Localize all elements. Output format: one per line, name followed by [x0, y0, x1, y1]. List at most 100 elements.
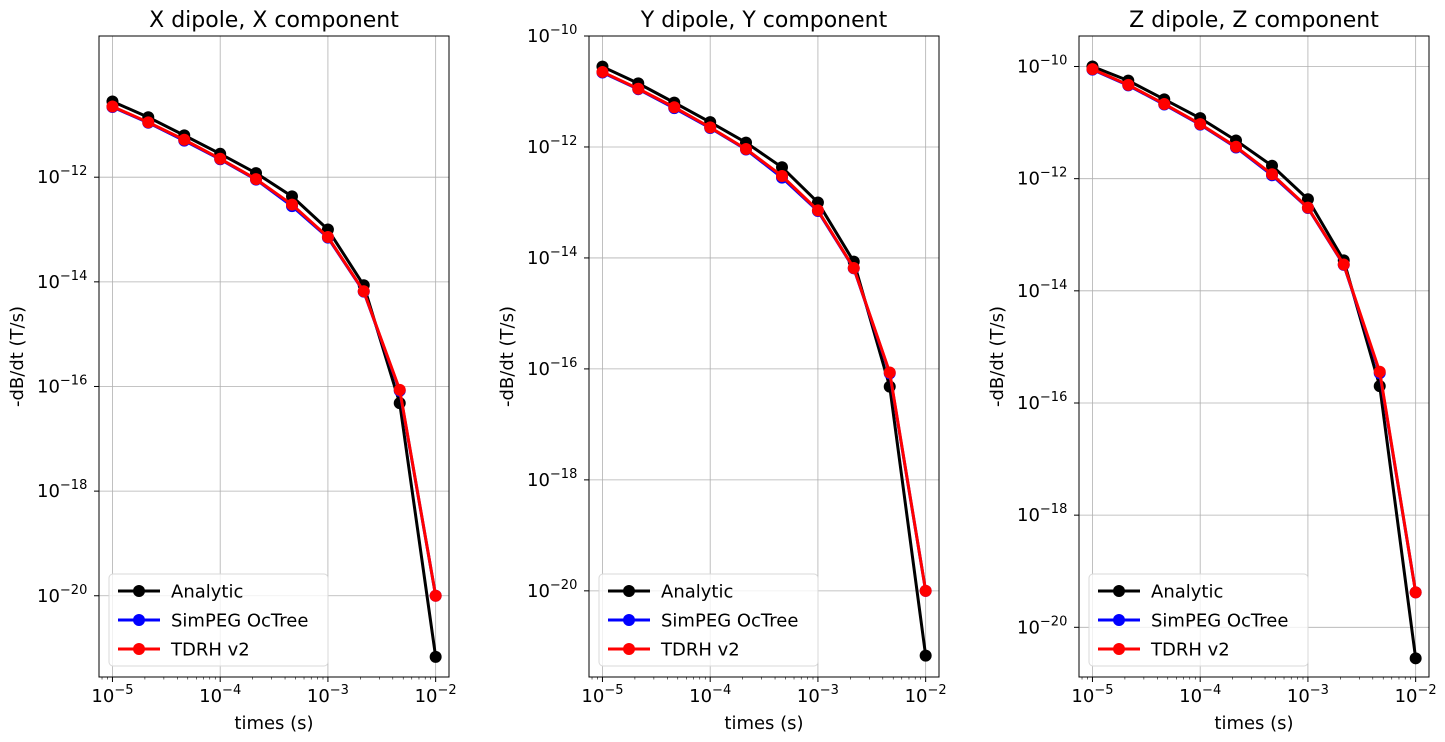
legend-marker	[623, 614, 635, 626]
y-tick-exponent: −10	[1040, 54, 1067, 69]
data-point	[668, 101, 681, 114]
y-tick-label: 10−12	[527, 134, 577, 158]
x-tick-label: 10−4	[199, 683, 241, 707]
y-tick-base: 10	[527, 470, 550, 491]
x-tick-exponent: −3	[820, 683, 839, 698]
data-point	[321, 230, 334, 243]
series-line-tdrh-v2	[601, 70, 928, 592]
y-tick-label: 10−18	[1017, 502, 1067, 526]
legend-marker	[1113, 643, 1125, 655]
x-tick-label: 10−2	[905, 683, 947, 707]
data-point	[1158, 97, 1171, 110]
x-tick-exponent: −4	[1202, 683, 1221, 698]
y-tick-label: 10−14	[527, 245, 577, 269]
data-point	[1409, 586, 1422, 599]
legend: Analytic SimPEG OcTree TDRH v2	[598, 573, 819, 667]
legend-label: SimPEG OcTree	[171, 611, 308, 632]
y-tick-exponent: −14	[60, 269, 87, 284]
legend-marker	[133, 585, 145, 597]
data-point	[1301, 201, 1314, 214]
data-point	[357, 285, 370, 298]
data-point	[1265, 159, 1278, 172]
subplot-x-dipole: 10−5 10−4 10−3 10−210−1210−1410−1610−1810−2…	[7, 8, 457, 734]
data-point	[919, 584, 932, 597]
y-tick-base: 10	[37, 376, 60, 397]
legend-box	[598, 573, 819, 667]
data-point	[811, 204, 824, 217]
series-line-analytic	[1091, 65, 1418, 659]
x-axis-label: times (s)	[1214, 713, 1293, 734]
legend-box	[1088, 573, 1309, 667]
legend-label: TDRH v2	[660, 640, 740, 661]
x-tick-base: 10	[689, 686, 712, 707]
x-tick-base: 10	[1395, 686, 1418, 707]
legend-marker	[623, 643, 635, 655]
y-tick-label: 10−12	[1017, 166, 1067, 190]
y-axis-label: -dB/dt (T/s)	[7, 306, 28, 407]
y-tick-exponent: −18	[1040, 502, 1067, 517]
y-tick-exponent: −18	[60, 478, 87, 493]
legend-label: TDRH v2	[170, 640, 250, 661]
series-line-tdrh-v2	[111, 105, 438, 597]
data-point	[1086, 63, 1099, 76]
legend: Analytic SimPEG OcTree TDRH v2	[108, 573, 329, 667]
data-point	[106, 100, 119, 113]
y-axis-label: -dB/dt (T/s)	[497, 306, 518, 407]
data-point	[1373, 365, 1386, 378]
data-point	[740, 142, 753, 155]
x-tick-label: 10−3	[797, 683, 839, 707]
series-line-tdrh-v2	[1091, 67, 1418, 593]
data-point	[704, 121, 717, 134]
y-tick-label: 10−14	[37, 269, 87, 293]
y-tick-base: 10	[527, 137, 550, 158]
y-tick-label: 10−10	[1017, 54, 1067, 78]
x-tick-exponent: −5	[114, 683, 133, 698]
y-tick-label: 10−16	[527, 356, 577, 380]
x-tick-label: 10−2	[415, 683, 457, 707]
data-point	[775, 161, 788, 174]
y-tick-label: 10−16	[1017, 390, 1067, 414]
y-tick-base: 10	[1017, 169, 1040, 190]
y-tick-base: 10	[37, 272, 60, 293]
y-tick-label: 10−16	[37, 373, 87, 397]
y-tick-label: 10−20	[527, 578, 577, 602]
y-tick-base: 10	[527, 26, 550, 47]
x-tick-label: 10−5	[581, 683, 623, 707]
x-tick-base: 10	[307, 686, 330, 707]
x-tick-label: 10−3	[1287, 683, 1329, 707]
data-point	[883, 366, 896, 379]
y-tick-exponent: −20	[60, 583, 87, 598]
chart-title: Y dipole, Y component	[640, 8, 888, 33]
y-tick-base: 10	[1017, 617, 1040, 638]
chart-title: X dipole, X component	[149, 8, 399, 33]
y-tick-base: 10	[1017, 281, 1040, 302]
legend-label: SimPEG OcTree	[1151, 611, 1288, 632]
y-tick-base: 10	[1017, 505, 1040, 526]
axes-frame	[1078, 35, 1430, 678]
y-tick-label: 10−18	[527, 467, 577, 491]
x-tick-label: 10−4	[1179, 683, 1221, 707]
x-tick-label: 10−5	[1071, 683, 1113, 707]
y-tick-base: 10	[37, 167, 60, 188]
x-tick-label: 10−4	[689, 683, 731, 707]
data-point	[429, 589, 442, 602]
data-point	[285, 198, 298, 211]
data-point	[632, 82, 645, 95]
data-point	[596, 65, 609, 78]
x-tick-exponent: −2	[928, 683, 947, 698]
y-tick-base: 10	[1017, 393, 1040, 414]
x-tick-base: 10	[905, 686, 928, 707]
x-tick-exponent: −4	[712, 683, 731, 698]
x-tick-base: 10	[581, 686, 604, 707]
y-tick-base: 10	[1017, 57, 1040, 78]
x-tick-label: 10−2	[1395, 683, 1437, 707]
legend-label: TDRH v2	[1150, 640, 1230, 661]
legend-label: SimPEG OcTree	[661, 611, 798, 632]
data-point	[1230, 140, 1243, 153]
data-point	[1265, 168, 1278, 181]
subplot-y-dipole: 10−5 10−4 10−3 10−210−1010−1210−1410−1610−1…	[497, 8, 947, 734]
axes-frame	[98, 35, 450, 678]
x-tick-exponent: −4	[222, 683, 241, 698]
data-point	[393, 383, 406, 396]
